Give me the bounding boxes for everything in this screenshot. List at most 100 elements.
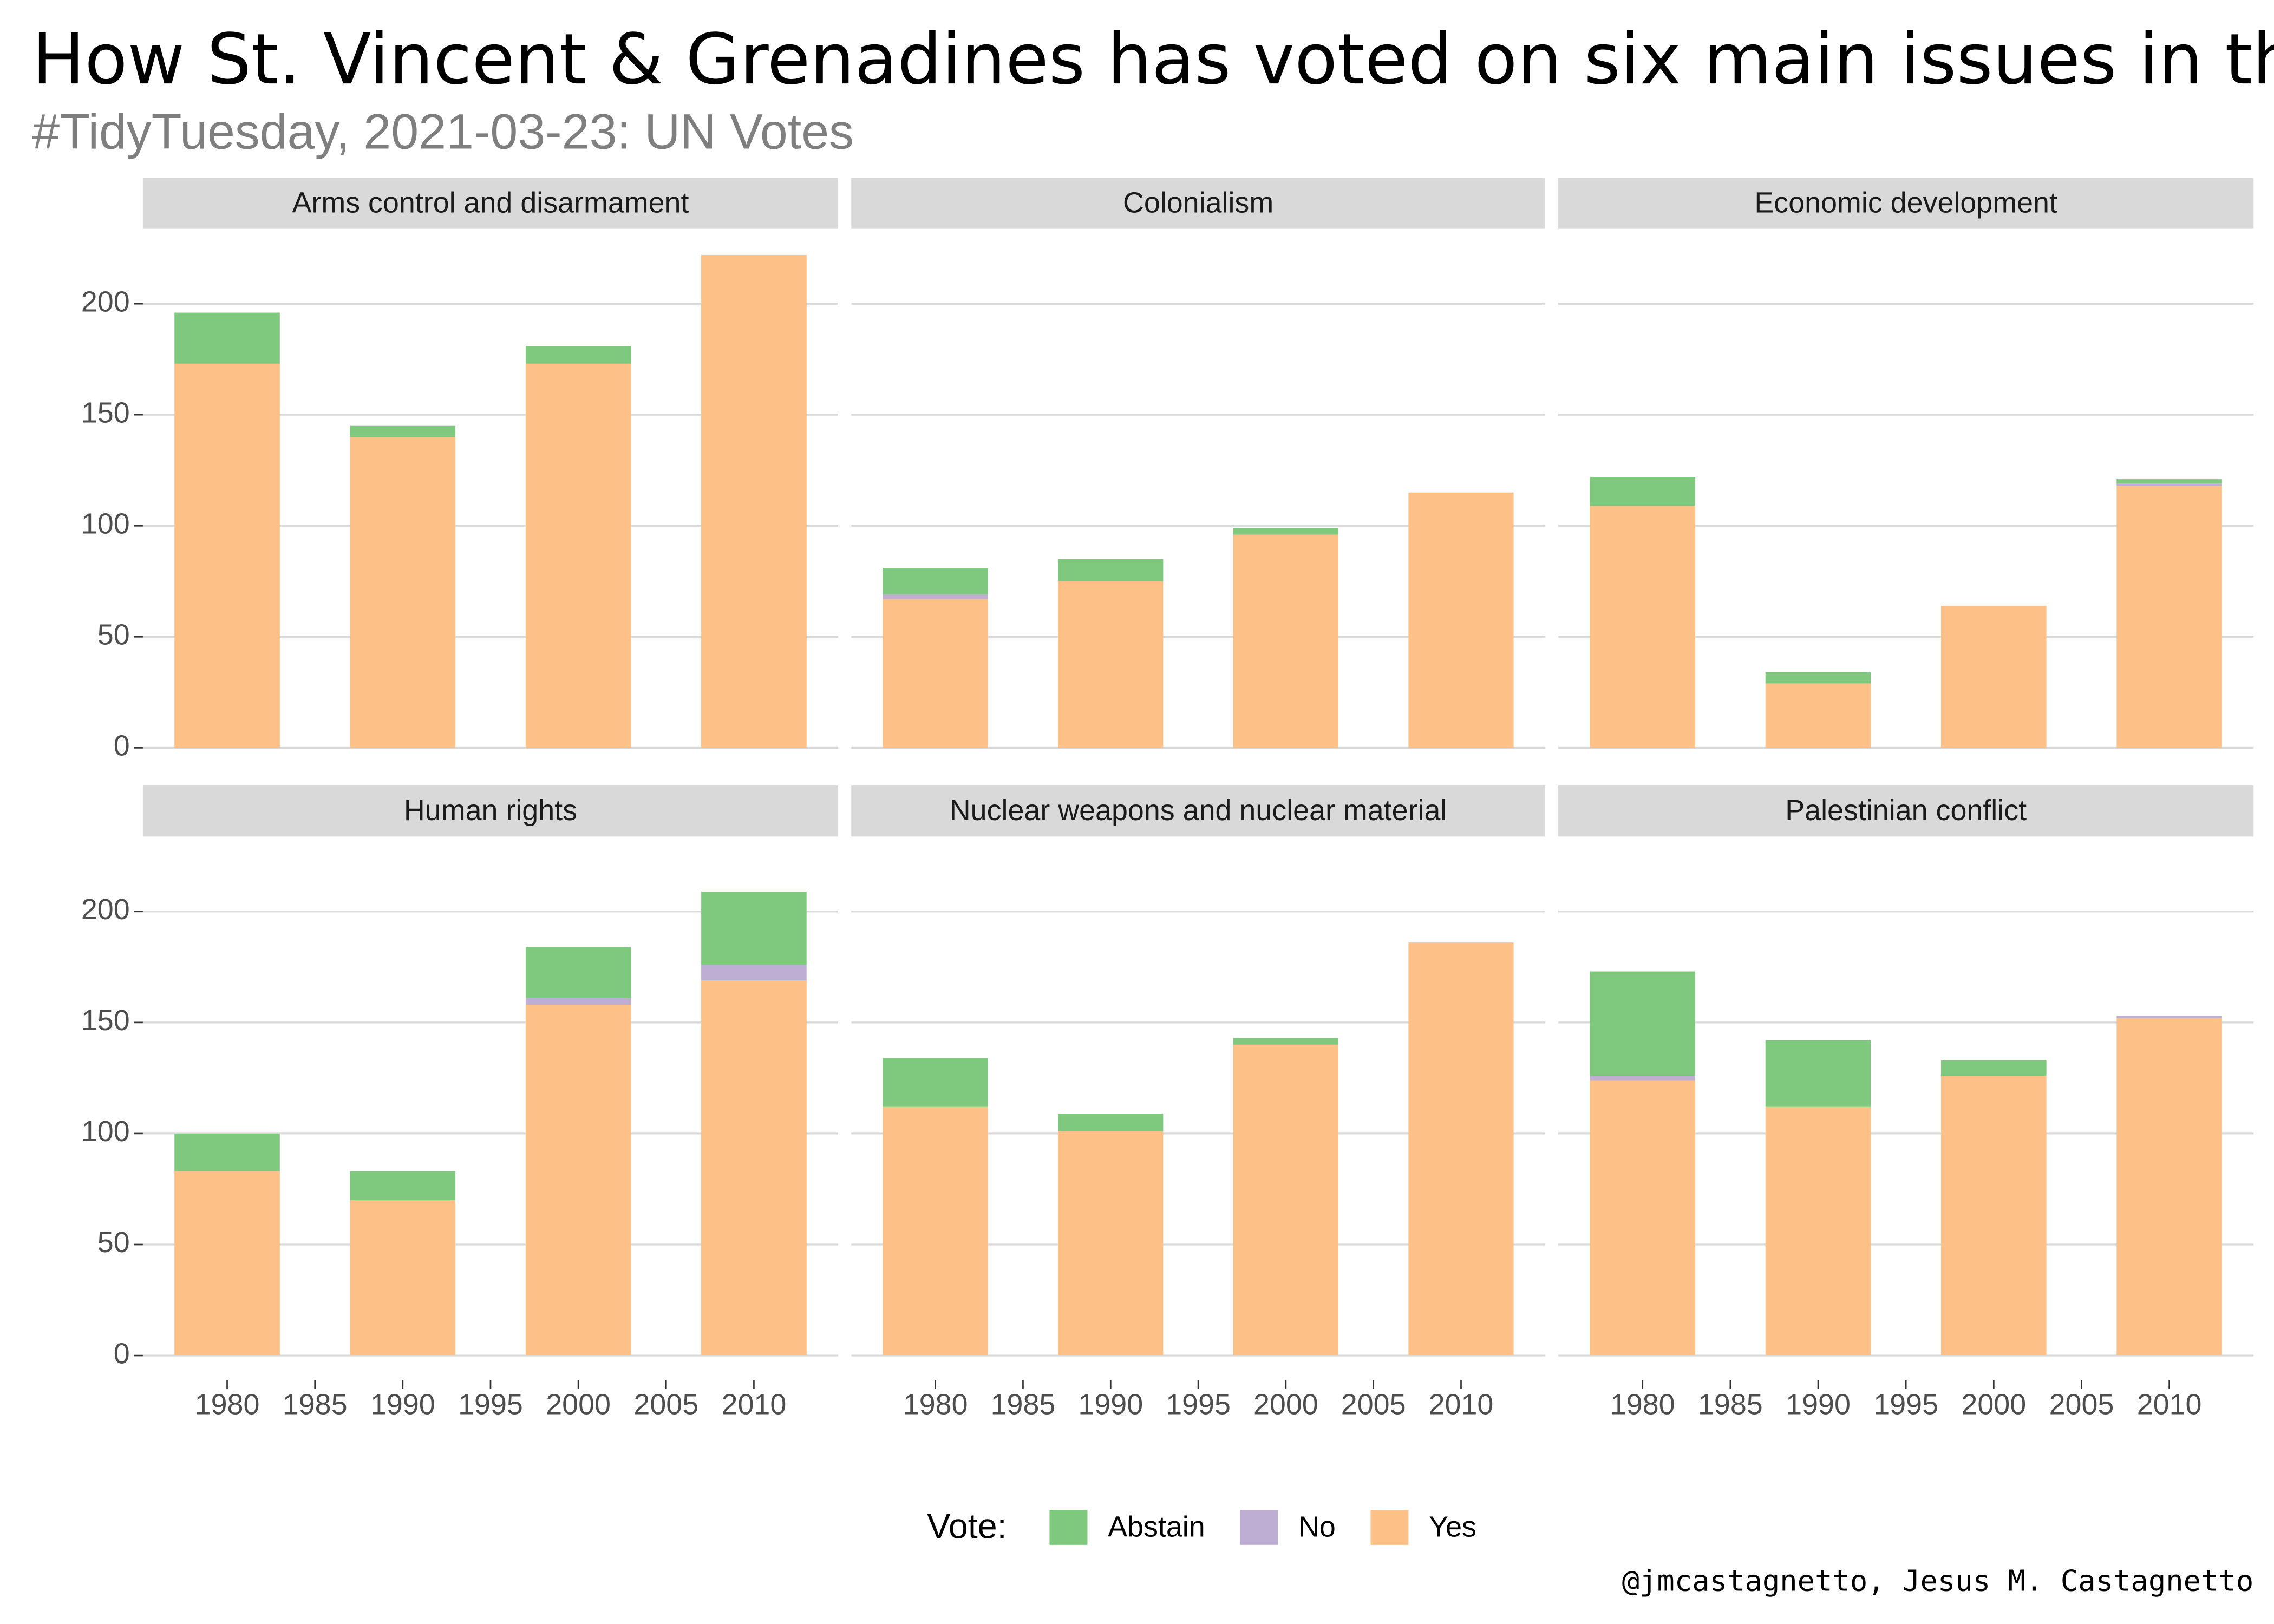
legend-label: Yes [1429,1510,1476,1543]
x-tick-label: 1985 [283,1388,348,1420]
bar-segment [1941,1076,2047,1356]
bar-segment [2116,479,2222,484]
bar-segment [883,599,988,748]
x-tick-label: 1980 [1610,1388,1675,1420]
chart-title: How St. Vincent & Grenadines has voted o… [32,19,2274,100]
bar-segment [1058,581,1164,748]
y-tick-label: 0 [114,1337,130,1370]
bar-segment [174,1171,280,1356]
facet-strip [851,785,1545,837]
bar-segment [701,254,807,748]
y-tick-label: 200 [81,893,130,926]
y-tick-label: 100 [81,1115,130,1148]
legend-key [1370,1510,1409,1545]
legend-label: Abstain [1108,1510,1205,1543]
legend-label: No [1298,1510,1336,1543]
facet-strip [1558,178,2254,229]
legend-title: Vote: [927,1507,1007,1546]
bar-segment [350,425,456,437]
x-tick-label: 2000 [1253,1388,1318,1420]
facet-title: Human rights [404,794,577,827]
facet-title: Nuclear weapons and nuclear material [950,794,1447,827]
bar-segment [1058,559,1164,581]
caption: @jmcastagnetto, Jesus M. Castagnetto [1622,1563,2254,1597]
x-tick-label: 2005 [633,1388,698,1420]
chart-subtitle: #TidyTuesday, 2021-03-23: UN Votes [32,104,854,160]
bar-segment [525,998,631,1005]
y-tick-label: 0 [114,730,130,762]
bar-segment [350,1171,456,1200]
bar-segment [883,1058,988,1107]
bar-segment [1590,971,1696,1076]
y-tick-label: 150 [81,1004,130,1037]
bar-segment [350,1200,456,1356]
bar-segment [1765,1040,1871,1107]
bar-segment [2116,483,2222,486]
bar-segment [174,1133,280,1171]
facet-strip [142,785,839,837]
x-tick-label: 2010 [722,1388,787,1420]
x-tick-label: 2005 [2049,1388,2114,1420]
bar-segment [525,346,631,364]
facet-title: Palestinian conflict [1785,794,2027,827]
x-tick-label: 1995 [458,1388,523,1420]
x-tick-label: 1985 [1698,1388,1763,1420]
bar-segment [701,980,807,1356]
bar-segment [1590,1080,1696,1356]
x-tick-label: 2010 [2137,1388,2202,1420]
x-tick-label: 2000 [546,1388,611,1420]
bar-segment [350,437,456,748]
bar-segment [2116,486,2222,748]
bar-segment [1765,683,1871,748]
x-tick-label: 2010 [1429,1388,1494,1420]
facet-title: Economic development [1754,186,2057,219]
bar-segment [1058,1114,1164,1131]
bar-segment [1941,605,2047,748]
bar-segment [1765,1106,1871,1356]
bar-segment [1590,477,1696,506]
x-tick-label: 1980 [195,1388,260,1420]
bar-segment [1233,534,1338,748]
bar-segment [1590,506,1696,748]
x-tick-label: 1995 [1873,1388,1938,1420]
bar-segment [1941,1060,2047,1076]
facet-strip [851,178,1545,229]
bar-segment [174,363,280,748]
y-tick-label: 50 [97,1226,130,1259]
x-tick-label: 1990 [370,1388,435,1420]
bar-segment [2116,1016,2222,1018]
x-tick-label: 1995 [1166,1388,1231,1420]
bar-segment [701,891,807,965]
facet-title: Arms control and disarmament [292,186,689,219]
x-tick-label: 1990 [1786,1388,1851,1420]
bar-segment [525,947,631,998]
bar-segment [1233,1044,1338,1356]
facet-strip [142,178,839,229]
bar-segment [701,965,807,980]
bar-segment [883,1106,988,1356]
y-tick-label: 100 [81,507,130,540]
x-tick-label: 1990 [1078,1388,1143,1420]
x-tick-label: 2000 [1961,1388,2026,1420]
bar-segment [883,568,988,595]
legend-key [1049,1510,1088,1545]
x-tick-label: 1985 [991,1388,1056,1420]
y-tick-label: 50 [97,619,130,651]
bar-segment [525,1005,631,1356]
x-tick-label: 1980 [903,1388,968,1420]
bar-segment [525,363,631,748]
facet-strip [1558,785,2254,837]
bar-segment [2116,1018,2222,1356]
bar-segment [1233,1038,1338,1045]
bar-segment [1590,1076,1696,1081]
y-tick-label: 150 [81,396,130,429]
x-tick-label: 2005 [1341,1388,1406,1420]
bar-segment [1765,672,1871,684]
legend-key [1240,1510,1278,1545]
bar-segment [883,594,988,599]
bar-segment [1408,492,1514,748]
bar-segment [174,312,280,364]
bar-segment [1408,942,1514,1356]
bar-segment [1233,528,1338,535]
